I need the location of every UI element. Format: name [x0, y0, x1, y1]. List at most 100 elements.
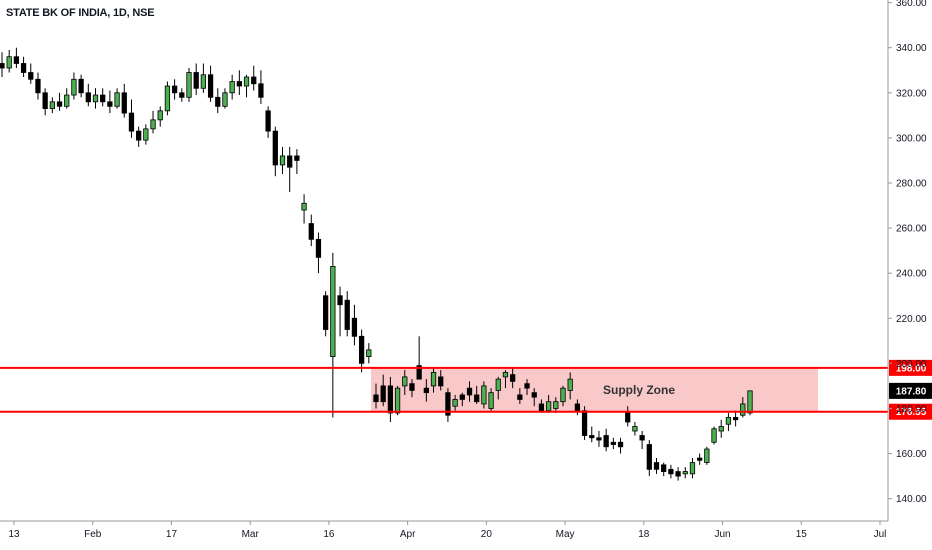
- candle[interactable]: [92, 88, 99, 109]
- candle[interactable]: [128, 99, 135, 138]
- candle[interactable]: [315, 232, 322, 274]
- candle[interactable]: [524, 379, 530, 395]
- candle[interactable]: [589, 426, 595, 443]
- candle[interactable]: [474, 385, 480, 404]
- candle[interactable]: [538, 399, 545, 413]
- candle[interactable]: [71, 72, 77, 100]
- candle[interactable]: [157, 106, 163, 127]
- candle[interactable]: [430, 367, 437, 393]
- candle[interactable]: [200, 63, 207, 93]
- candle[interactable]: [632, 421, 638, 436]
- candle[interactable]: [517, 388, 523, 404]
- candle[interactable]: [229, 74, 235, 100]
- candle[interactable]: [193, 63, 199, 96]
- candle[interactable]: [215, 88, 221, 114]
- candle[interactable]: [100, 88, 106, 107]
- candle[interactable]: [697, 453, 703, 465]
- candle[interactable]: [740, 397, 746, 418]
- candle[interactable]: [323, 291, 329, 337]
- candle[interactable]: [287, 146, 293, 193]
- candle[interactable]: [646, 440, 652, 477]
- candle[interactable]: [380, 374, 386, 407]
- candle[interactable]: [251, 65, 257, 91]
- candle[interactable]: [481, 381, 487, 409]
- candle[interactable]: [136, 126, 142, 147]
- candle[interactable]: [668, 464, 674, 479]
- candle[interactable]: [653, 458, 660, 474]
- candle[interactable]: [689, 458, 696, 479]
- candle[interactable]: [560, 385, 566, 407]
- candle[interactable]: [42, 88, 48, 116]
- candle[interactable]: [265, 106, 271, 138]
- candle[interactable]: [704, 446, 710, 465]
- candle[interactable]: [64, 88, 70, 109]
- candle[interactable]: [366, 343, 372, 364]
- candle[interactable]: [279, 146, 286, 174]
- candle[interactable]: [150, 110, 156, 134]
- candle[interactable]: [661, 462, 667, 477]
- candle[interactable]: [337, 286, 343, 337]
- candle[interactable]: [553, 397, 559, 413]
- candle[interactable]: [13, 47, 20, 68]
- candle[interactable]: [344, 291, 350, 337]
- candle[interactable]: [510, 367, 516, 389]
- candle[interactable]: [682, 467, 688, 479]
- time-axis[interactable]: 13 Feb 17 Mar 16 Apr 20 May 18 Jun 15 Jul: [0, 520, 888, 540]
- candle[interactable]: [222, 88, 228, 109]
- candle[interactable]: [423, 379, 429, 402]
- candle[interactable]: [20, 56, 27, 78]
- candle[interactable]: [243, 74, 250, 98]
- candle[interactable]: [531, 388, 537, 407]
- candle[interactable]: [567, 372, 573, 400]
- candle[interactable]: [49, 97, 55, 114]
- candle[interactable]: [0, 52, 5, 78]
- candle[interactable]: [171, 79, 178, 100]
- candle[interactable]: [610, 437, 616, 450]
- candle[interactable]: [639, 431, 645, 450]
- candle[interactable]: [35, 72, 41, 100]
- candle[interactable]: [207, 65, 214, 102]
- candle[interactable]: [725, 412, 732, 432]
- candle[interactable]: [718, 419, 724, 438]
- candle[interactable]: [409, 379, 415, 398]
- candle[interactable]: [675, 467, 681, 481]
- candle[interactable]: [373, 383, 379, 409]
- candle[interactable]: [495, 376, 501, 400]
- candle[interactable]: [603, 428, 609, 452]
- candle[interactable]: [502, 370, 509, 389]
- price-axis[interactable]: 140.00 160.00 180.00 200.00 220.00 240.00 260.…: [887, 0, 927, 521]
- candle[interactable]: [711, 426, 717, 445]
- candle[interactable]: [459, 392, 465, 407]
- candle[interactable]: [28, 63, 34, 84]
- candle[interactable]: [186, 67, 192, 102]
- candle[interactable]: [445, 388, 451, 422]
- candle[interactable]: [732, 410, 739, 427]
- candle[interactable]: [416, 336, 422, 380]
- candle[interactable]: [387, 376, 394, 422]
- candle[interactable]: [272, 126, 278, 177]
- candle[interactable]: [358, 329, 365, 373]
- candle[interactable]: [466, 381, 473, 402]
- candle[interactable]: [301, 194, 307, 224]
- candle[interactable]: [617, 437, 624, 454]
- candle[interactable]: [179, 88, 185, 102]
- candle[interactable]: [351, 304, 358, 346]
- candle[interactable]: [114, 88, 120, 109]
- candle[interactable]: [164, 81, 171, 116]
- candle[interactable]: [236, 70, 242, 96]
- candle[interactable]: [625, 406, 631, 427]
- candle[interactable]: [121, 83, 127, 118]
- candle[interactable]: [6, 49, 12, 73]
- candle[interactable]: [56, 92, 63, 111]
- candle[interactable]: [258, 70, 264, 105]
- candle[interactable]: [545, 394, 552, 413]
- candle[interactable]: [438, 370, 444, 391]
- candle[interactable]: [107, 90, 113, 114]
- candle[interactable]: [394, 385, 401, 416]
- candle[interactable]: [402, 370, 408, 395]
- candle[interactable]: [143, 124, 149, 145]
- candle[interactable]: [596, 431, 602, 447]
- candle[interactable]: [78, 74, 84, 98]
- candle[interactable]: [294, 149, 300, 174]
